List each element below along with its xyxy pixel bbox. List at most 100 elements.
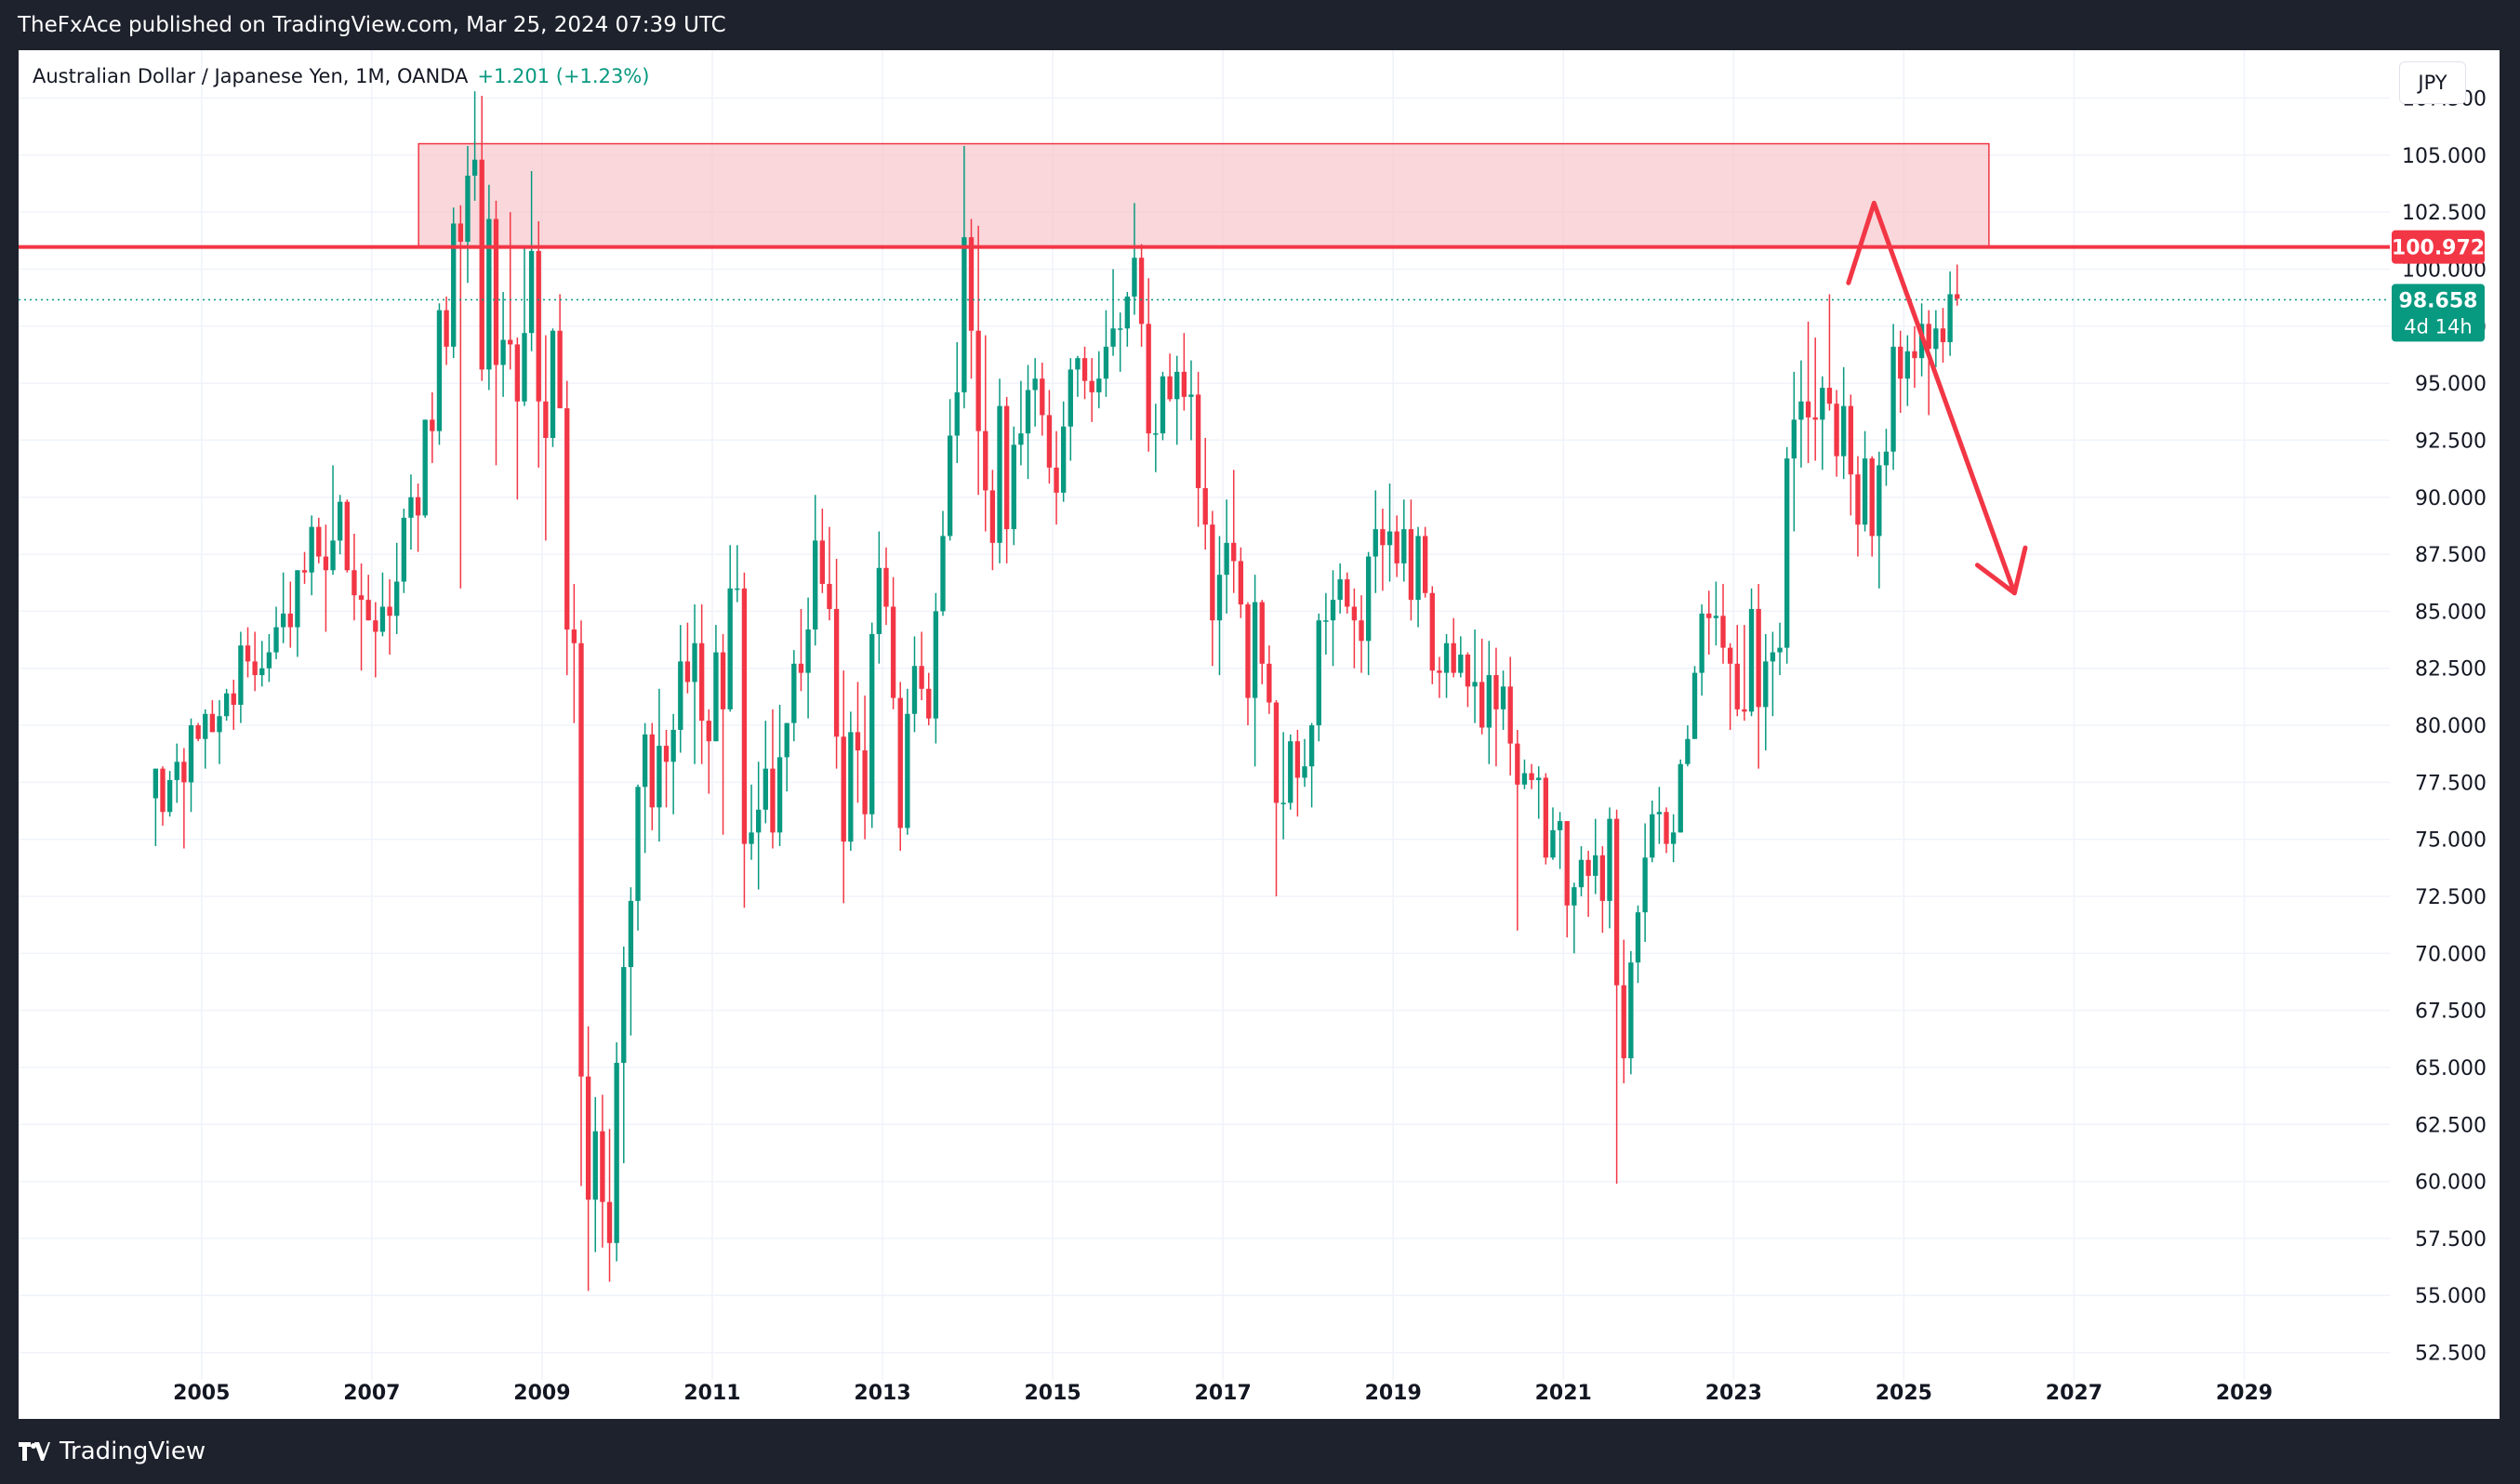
candle-body xyxy=(1308,725,1315,767)
candle-body xyxy=(869,633,875,815)
candle-body xyxy=(1068,369,1073,427)
chart-canvas[interactable]: 107.500105.000102.500100.00097.50095.000… xyxy=(19,50,2500,1419)
candle-body xyxy=(245,645,251,662)
candle-body xyxy=(365,600,371,621)
candle-body xyxy=(1032,378,1038,391)
candle-body xyxy=(1096,378,1102,392)
candle-body xyxy=(989,490,996,543)
candle-body xyxy=(1670,832,1677,844)
candle-body xyxy=(1543,777,1549,858)
candle-body xyxy=(1181,371,1187,397)
candle-body xyxy=(351,570,357,596)
candle-body xyxy=(1351,606,1358,621)
candle-body xyxy=(1557,821,1563,830)
candle-body xyxy=(536,250,541,402)
candle-body xyxy=(188,725,194,783)
candle-body xyxy=(1763,661,1769,708)
candle-body xyxy=(1373,529,1378,557)
y-tick-label: 55.000 xyxy=(2415,1285,2487,1308)
y-tick-label: 82.500 xyxy=(2415,658,2487,682)
candle-body xyxy=(756,809,762,833)
candle-body xyxy=(1685,738,1691,764)
candle-body xyxy=(1075,358,1081,370)
y-tick-label: 80.000 xyxy=(2415,715,2487,738)
y-tick-label: 62.500 xyxy=(2415,1114,2487,1137)
candle-body xyxy=(1848,405,1853,475)
candle-body xyxy=(1834,404,1839,457)
x-tick-label: 2021 xyxy=(1535,1382,1592,1405)
candle-body xyxy=(727,588,733,709)
x-tick-label: 2029 xyxy=(2216,1382,2273,1405)
y-tick-label: 102.500 xyxy=(2402,202,2487,225)
x-tick-label: 2015 xyxy=(1024,1382,1081,1405)
candle-body xyxy=(1423,536,1428,593)
y-tick-label: 75.000 xyxy=(2415,829,2487,853)
candle-body xyxy=(430,419,435,431)
symbol-legend[interactable]: Australian Dollar / Japanese Yen, 1M, OA… xyxy=(33,65,649,87)
candle-body xyxy=(954,391,960,436)
candle-body xyxy=(621,967,627,1064)
price-badges: 100.972 98.658 4d 14h xyxy=(2392,230,2485,342)
candle-body xyxy=(379,606,386,632)
candle-body xyxy=(1635,912,1641,963)
currency-button[interactable]: JPY xyxy=(2399,61,2466,104)
candle-body xyxy=(947,435,953,537)
candle-body xyxy=(776,757,783,833)
overlay-layer xyxy=(19,200,2390,596)
candle-body xyxy=(1437,670,1442,673)
candle-body xyxy=(791,663,797,723)
candle-body xyxy=(1018,433,1024,445)
candle-body xyxy=(301,570,308,573)
tradingview-logo[interactable]: TradingView xyxy=(19,1436,206,1467)
candles-layer xyxy=(153,91,1960,1292)
candle-body xyxy=(1678,763,1683,833)
candle-body xyxy=(394,581,400,616)
candle-body xyxy=(1394,531,1399,563)
chart-pane[interactable]: 107.500105.000102.500100.00097.50095.000… xyxy=(19,50,2500,1419)
candle-body xyxy=(1898,346,1903,379)
candle-body xyxy=(1756,608,1761,708)
candle-body xyxy=(1110,328,1116,347)
candle-body xyxy=(1912,351,1917,359)
y-tick-label: 90.000 xyxy=(2415,487,2487,510)
candle-body xyxy=(784,722,789,758)
candle-body xyxy=(387,606,392,616)
candle-body xyxy=(657,746,662,808)
candle-body xyxy=(1748,608,1755,712)
x-tick-label: 2027 xyxy=(2046,1382,2102,1405)
candle-body xyxy=(741,588,748,844)
candle-body xyxy=(876,567,882,634)
y-tick-label: 87.500 xyxy=(2415,544,2487,567)
x-tick-label: 2007 xyxy=(343,1382,400,1405)
bar-countdown-label: 4d 14h xyxy=(2404,315,2472,338)
candle-body xyxy=(557,330,563,409)
candle-body xyxy=(1415,536,1421,601)
candle-body xyxy=(1947,294,1953,342)
candle-body xyxy=(600,1131,605,1202)
candle-body xyxy=(1345,579,1350,607)
candle-body xyxy=(1316,620,1321,726)
candle-body xyxy=(508,339,513,345)
candle-body xyxy=(1465,655,1471,687)
x-tick-label: 2019 xyxy=(1365,1382,1422,1405)
candle-body xyxy=(1933,328,1939,350)
candle-body xyxy=(1572,887,1577,906)
candle-body xyxy=(1040,378,1045,416)
candle-body xyxy=(1359,620,1364,642)
candle-body xyxy=(338,501,343,541)
candle-body xyxy=(763,768,768,810)
candle-body xyxy=(1529,773,1534,780)
candle-body xyxy=(1160,376,1166,434)
candle-body xyxy=(1259,602,1265,664)
candle-body xyxy=(1720,616,1726,648)
candle-body xyxy=(1472,682,1478,687)
candle-body xyxy=(465,175,471,243)
y-tick-label: 72.500 xyxy=(2415,886,2487,909)
candle-body xyxy=(203,713,208,739)
candle-body xyxy=(614,1063,619,1243)
supply-zone xyxy=(418,142,1990,248)
price-change: +1.201 (+1.23%) xyxy=(477,65,650,87)
candle-body xyxy=(1955,294,1960,299)
symbol-title: Australian Dollar / Japanese Yen, 1M, OA… xyxy=(33,65,469,87)
candle-body xyxy=(1613,818,1620,986)
